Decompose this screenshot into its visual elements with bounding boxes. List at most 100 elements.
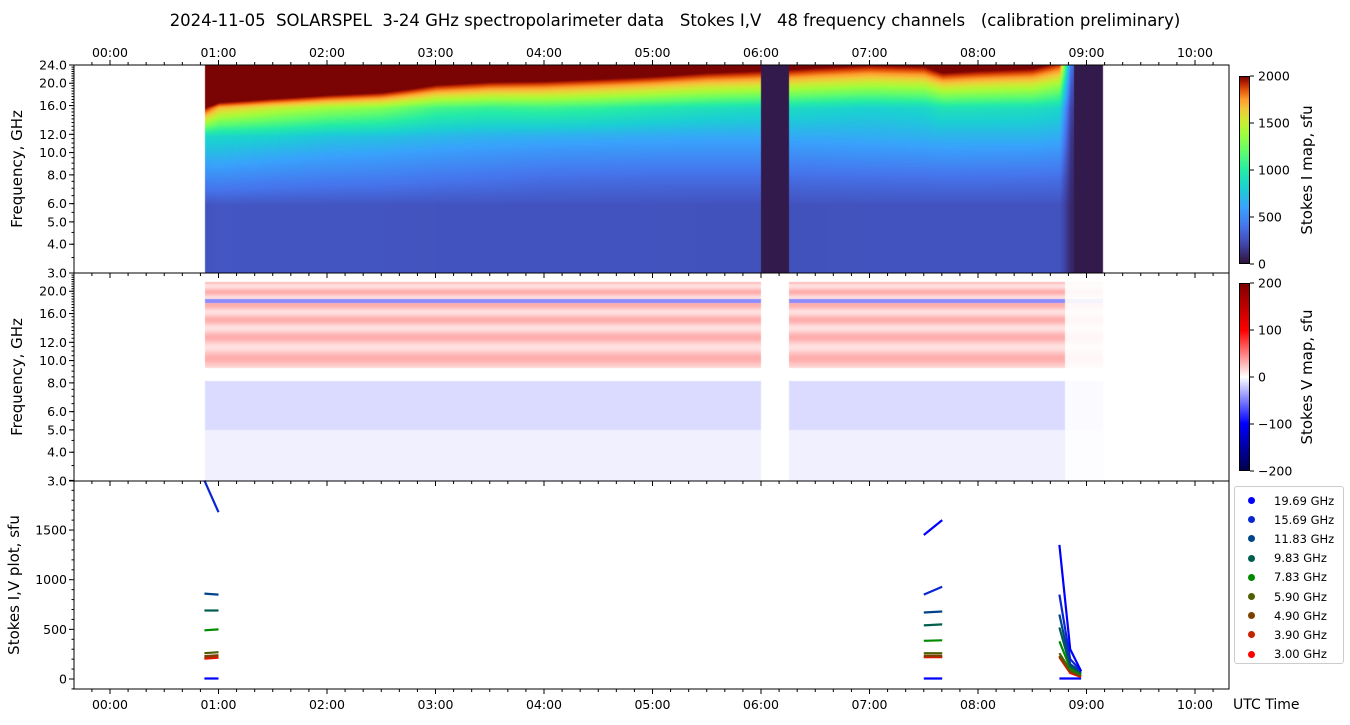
top-x-tick-label: 05:00 — [634, 45, 670, 60]
series-line-11-83-GHz — [1058, 614, 1082, 673]
series-line-7-83-GHz — [204, 628, 219, 632]
top-x-tick-label: 08:00 — [960, 45, 996, 60]
legend: 19.69 GHz 15.69 GHz 11.83 GHz 9.83 GHz 7.83 … — [1234, 486, 1344, 664]
colorbar-tick-label: 100 — [1258, 323, 1282, 338]
series-line-19-69-GHz — [1058, 544, 1083, 672]
top-x-tick-label: 02:00 — [309, 45, 345, 60]
colorbar-tick-label: 1500 — [1258, 116, 1290, 131]
legend-marker-icon — [1248, 612, 1255, 620]
top-x-tick-label: 04:00 — [526, 45, 562, 60]
series-line-3-90-GHz — [204, 655, 219, 660]
y-tick-label: 3.0 — [47, 266, 67, 281]
colorbar-tick-label: 500 — [1258, 210, 1282, 225]
series-line-11-83-GHz — [204, 592, 219, 596]
panel-frame-1 — [73, 64, 1230, 274]
legend-label: 19.69 GHz — [1274, 493, 1335, 508]
legend-item: 3.00 GHz — [1235, 645, 1343, 664]
bottom-x-tick-label: 00:00 — [92, 697, 128, 712]
y-tick-label: 10.0 — [39, 145, 67, 160]
y-tick-label: 24.0 — [39, 58, 67, 73]
series-line-15-69-GHz — [1058, 594, 1082, 672]
x-axis-label: UTC Time — [1233, 697, 1299, 713]
y-tick-label: 6.0 — [47, 196, 67, 211]
bottom-x-tick-label: 01:00 — [200, 697, 236, 712]
y-axis-label: Stokes I,V plot, sfu — [5, 515, 23, 655]
colorbar-label: Stokes V map, sfu — [1298, 309, 1316, 444]
top-x-tick-label: 06:00 — [743, 45, 779, 60]
panel-frame-2 — [73, 272, 1230, 482]
legend-marker-icon — [1248, 573, 1255, 581]
bottom-x-tick-label: 10:00 — [1177, 697, 1213, 712]
colorbar-tick-label: 200 — [1258, 276, 1282, 291]
series-line-15-69-GHz — [923, 585, 943, 596]
colorbar-tick-label: 2000 — [1258, 69, 1290, 84]
series-line-5-90-GHz — [204, 651, 219, 655]
bottom-x-tick-label: 05:00 — [634, 697, 670, 712]
y-tick-label: 1500 — [35, 523, 67, 538]
y-tick-label: 8.0 — [47, 167, 67, 182]
colorbar-tick-label: −100 — [1258, 417, 1292, 432]
y-tick-label: 500 — [43, 622, 67, 637]
chart-title: 2024-11-05 SOLARSPEL 3-24 GHz spectropol… — [169, 11, 1181, 30]
bottom-x-tick-label: 06:00 — [743, 697, 779, 712]
legend-label: 7.83 GHz — [1274, 570, 1327, 585]
top-x-tick-label: 03:00 — [417, 45, 453, 60]
legend-label: 3.00 GHz — [1274, 647, 1327, 662]
legend-marker-icon — [1248, 516, 1255, 524]
y-tick-label: 10.0 — [39, 353, 67, 368]
series-line-7-83-GHz — [923, 639, 943, 642]
series-line-9-83-GHz — [923, 623, 943, 627]
y-tick-label: 3.0 — [47, 474, 67, 489]
y-tick-label: 8.0 — [47, 375, 67, 390]
legend-item: 15.69 GHz — [1235, 510, 1343, 529]
legend-item: 5.90 GHz — [1235, 587, 1343, 606]
bottom-x-tick-label: 08:00 — [960, 697, 996, 712]
top-x-tick-label: 10:00 — [1177, 45, 1213, 60]
legend-item: 11.83 GHz — [1235, 529, 1343, 548]
stokes-v-colorbar — [1239, 283, 1250, 471]
y-tick-label: 5.0 — [47, 214, 67, 229]
y-tick-label: 6.0 — [47, 404, 67, 419]
legend-label: 3.90 GHz — [1274, 627, 1327, 642]
legend-item: 9.83 GHz — [1235, 549, 1343, 568]
top-x-tick-label: 09:00 — [1068, 45, 1104, 60]
bottom-x-tick-label: 04:00 — [526, 697, 562, 712]
panel-frame-3 — [73, 480, 1230, 690]
legend-item: 3.90 GHz — [1235, 625, 1343, 644]
legend-item: 7.83 GHz — [1235, 568, 1343, 587]
series-line-15-69-GHz — [203, 479, 220, 513]
legend-label: 9.83 GHz — [1274, 551, 1327, 566]
bottom-x-tick-label: 02:00 — [309, 697, 345, 712]
top-x-tick-label: 01:00 — [200, 45, 236, 60]
stokes-i-colorbar — [1239, 76, 1250, 264]
bottom-x-tick-label: 09:00 — [1068, 697, 1104, 712]
y-axis-label: Frequency, GHz — [8, 110, 26, 228]
legend-item: 19.69 GHz — [1235, 491, 1343, 510]
legend-marker-icon — [1248, 593, 1255, 601]
colorbar-tick-label: 0 — [1258, 257, 1266, 272]
legend-label: 11.83 GHz — [1274, 531, 1335, 546]
y-tick-label: 20.0 — [39, 76, 67, 91]
stokes-i-heatmap — [74, 65, 1229, 273]
legend-marker-icon — [1248, 650, 1255, 658]
series-line-19-69-GHz — [923, 519, 943, 536]
series-line-7-83-GHz — [1058, 640, 1082, 675]
bottom-x-tick-label: 07:00 — [851, 697, 887, 712]
y-tick-label: 12.0 — [39, 335, 67, 350]
colorbar-tick-label: 1000 — [1258, 163, 1290, 178]
series-line-4-90-GHz — [204, 654, 219, 658]
y-tick-label: 0 — [59, 672, 67, 687]
legend-label: 5.90 GHz — [1274, 589, 1327, 604]
y-tick-label: 20.0 — [39, 284, 67, 299]
y-tick-label: 16.0 — [39, 98, 67, 113]
y-tick-label: 12.0 — [39, 127, 67, 142]
legend-item: 4.90 GHz — [1235, 606, 1343, 625]
series-line-5-90-GHz — [1058, 652, 1082, 677]
y-tick-label: 4.0 — [47, 445, 67, 460]
series-line-11-83-GHz — [923, 610, 943, 614]
bottom-x-tick-label: 03:00 — [417, 697, 453, 712]
colorbar-tick-label: 0 — [1258, 370, 1266, 385]
top-x-tick-label: 00:00 — [92, 45, 128, 60]
legend-marker-icon — [1248, 631, 1255, 639]
